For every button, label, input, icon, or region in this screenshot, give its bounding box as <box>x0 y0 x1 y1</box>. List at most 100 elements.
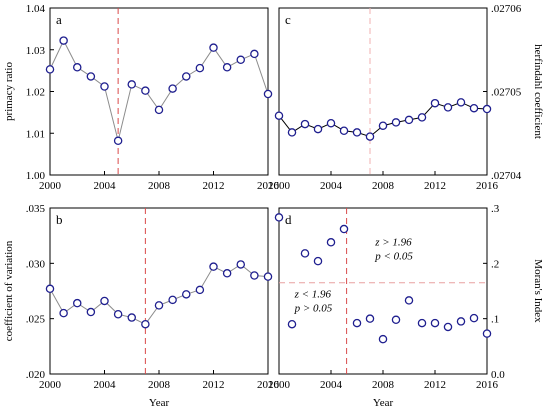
data-point <box>181 290 191 299</box>
data-point <box>443 103 453 112</box>
y-tick-label: .02704 <box>491 170 522 182</box>
data-point <box>378 121 388 130</box>
y-tick-label: 0.0 <box>491 369 505 381</box>
y-tick-label: 1.01 <box>26 128 45 140</box>
x-tick-label: 2000 <box>268 379 291 391</box>
panel-label: d <box>285 212 292 227</box>
x-tick-label: 2000 <box>268 180 291 192</box>
data-point <box>313 124 323 134</box>
y-tick-label: .035 <box>26 203 46 215</box>
x-tick-label: 2012 <box>424 180 446 192</box>
x-tick-label: 2016 <box>476 379 499 391</box>
x-tick-label: 2000 <box>39 379 62 391</box>
data-point <box>236 55 245 65</box>
data-point <box>113 136 123 146</box>
panel-label: c <box>285 12 291 27</box>
data-point <box>209 262 218 271</box>
plot-frame <box>49 207 269 375</box>
data-point <box>127 313 136 322</box>
x-tick-label: 2004 <box>94 379 117 391</box>
y-tick-label: .02706 <box>491 3 522 15</box>
data-point <box>59 308 68 318</box>
y-tick-label: .02705 <box>491 87 522 99</box>
x-tick-label: 2008 <box>372 180 395 192</box>
data-point <box>100 82 109 91</box>
data-point <box>73 298 82 308</box>
data-point <box>378 334 388 344</box>
data-point <box>86 307 96 317</box>
series-line <box>49 263 269 325</box>
y-tick-label: .020 <box>26 369 46 381</box>
x-tick-label: 2012 <box>424 379 446 391</box>
data-point <box>263 89 273 99</box>
data-point <box>86 72 96 81</box>
data-point <box>417 113 427 122</box>
significance-annotation: z < 1.96 <box>294 289 332 301</box>
data-point <box>141 319 150 329</box>
data-point <box>365 314 375 323</box>
data-point <box>365 132 375 141</box>
x-tick-label: 2004 <box>94 180 117 192</box>
y-tick-label: 1.03 <box>26 45 46 57</box>
data-point <box>168 295 177 305</box>
y-tick-label: 1.04 <box>26 3 46 15</box>
data-point <box>404 296 414 305</box>
data-point <box>287 128 297 137</box>
data-point <box>263 272 273 281</box>
panel-label: a <box>56 12 62 27</box>
data-point <box>443 322 453 332</box>
data-point <box>404 115 414 125</box>
data-point <box>59 36 68 45</box>
y-tick-label: .3 <box>491 203 500 215</box>
data-point <box>456 98 466 107</box>
y-tick-label: 1.02 <box>26 87 45 99</box>
x-tick-label: 2012 <box>203 180 225 192</box>
data-point <box>339 126 349 135</box>
data-point <box>195 63 205 73</box>
panel-label: b <box>56 212 63 227</box>
data-point <box>391 118 401 127</box>
y-tick-label: 1.00 <box>26 170 46 182</box>
x-axis-label: Year <box>149 397 170 409</box>
data-point <box>154 301 164 310</box>
y-tick-label: .030 <box>26 258 46 270</box>
y-axis-label: primacy ratio <box>3 62 15 121</box>
x-tick-label: 2016 <box>257 180 280 192</box>
data-point <box>154 105 164 115</box>
x-axis-label: Year <box>373 397 394 409</box>
data-point <box>339 224 349 234</box>
data-point <box>181 72 191 81</box>
x-tick-label: 2008 <box>148 180 171 192</box>
data-point <box>222 269 232 278</box>
data-point <box>482 329 492 338</box>
data-point <box>45 284 55 294</box>
y-axis-label: herfindahl coefficient <box>532 44 544 139</box>
data-point <box>209 43 218 52</box>
y-axis-label: Moran's Index <box>532 259 544 323</box>
significance-annotation: z > 1.96 <box>374 237 412 249</box>
data-point <box>326 238 336 247</box>
data-point <box>127 80 136 89</box>
data-point <box>222 63 232 72</box>
data-point <box>236 260 245 269</box>
data-point <box>274 111 284 120</box>
panel-c: 2000 2004 2008 2012 2016.02704 .02705 .02706 c h… <box>268 3 544 192</box>
data-point <box>274 213 284 222</box>
data-point <box>482 104 492 114</box>
x-tick-label: 2000 <box>39 180 62 192</box>
data-point <box>391 315 401 325</box>
y-tick-label: .1 <box>491 314 499 326</box>
data-point <box>469 103 479 113</box>
series-line <box>278 101 488 138</box>
x-tick-label: 2012 <box>203 379 225 391</box>
y-tick-label: .025 <box>26 314 46 326</box>
data-point <box>469 313 479 323</box>
data-point <box>195 285 205 295</box>
x-tick-label: 2004 <box>320 379 343 391</box>
data-point <box>352 128 362 137</box>
plot-frame <box>278 7 488 176</box>
data-point <box>168 84 177 93</box>
data-point <box>326 118 336 128</box>
data-point <box>430 98 440 108</box>
